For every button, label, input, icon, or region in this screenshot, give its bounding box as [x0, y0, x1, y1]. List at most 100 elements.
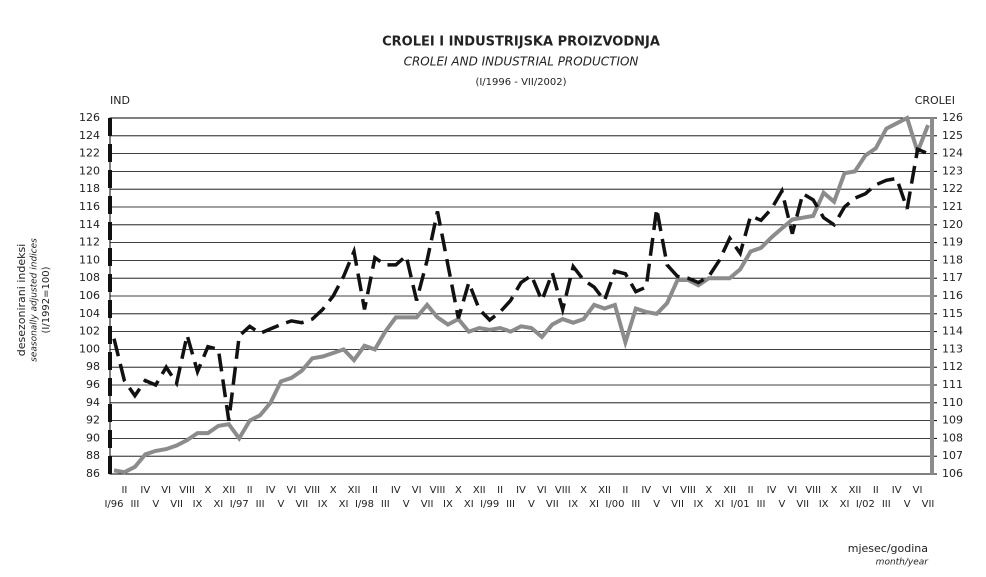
y2-tick-label: 118 — [942, 253, 963, 266]
x-tick-label: V — [904, 499, 911, 510]
x-tick-label: XI — [339, 499, 349, 510]
x-tick-label: VIII — [805, 485, 821, 496]
y-tick-label: 116 — [79, 200, 100, 213]
x-tick-label: IV — [391, 485, 401, 496]
y-tick-label: 96 — [86, 378, 100, 391]
y2-tick-label: 111 — [942, 378, 963, 391]
x-tick-label: XI — [464, 499, 474, 510]
x-tick-label: XI — [213, 499, 223, 510]
x-tick-label: III — [381, 499, 390, 510]
y-tick-label: 114 — [79, 218, 100, 231]
y-tick-label: 122 — [79, 147, 100, 160]
x-tick-label: VI — [537, 485, 547, 496]
x-tick-label: IV — [140, 485, 150, 496]
x-tick-label: V — [528, 499, 535, 510]
chart-subtitle: CROLEI AND INDUSTRIAL PRODUCTION — [404, 55, 639, 69]
x-tick-label: XI — [589, 499, 599, 510]
x-tick-label: III — [130, 499, 139, 510]
x-tick-label: VII — [421, 499, 434, 510]
x-tick-label: XII — [849, 485, 862, 496]
x-tick-label: VIII — [179, 485, 195, 496]
x-tick-label: VI — [913, 485, 923, 496]
x-tick-label: XII — [723, 485, 736, 496]
x-tick-label: V — [778, 499, 785, 510]
y2-tick-label: 110 — [942, 396, 963, 409]
x-tick-label: IX — [819, 499, 829, 510]
x-tick-label: VIII — [555, 485, 571, 496]
x-tick-label: X — [330, 485, 337, 496]
x-tick-label: VII — [295, 499, 308, 510]
chart-title: CROLEI I INDUSTRIJSKA PROIZVODNJA — [382, 35, 660, 50]
x-tick-label: III — [757, 499, 766, 510]
y-label: seasonally adjusted indices — [30, 238, 40, 362]
x-tick-label: X — [705, 485, 712, 496]
x-tick-label: IV — [641, 485, 651, 496]
y2-tick-label: 122 — [942, 182, 963, 195]
x-tick-label: VIII — [680, 485, 696, 496]
x-tick-label: II — [622, 485, 628, 496]
x-tick-label: II — [247, 485, 253, 496]
x-tick-label: II — [497, 485, 503, 496]
x-tick-label: III — [256, 499, 265, 510]
x-tick-label: X — [831, 485, 838, 496]
x-tick-label: XI — [714, 499, 724, 510]
x-tick-label: IX — [193, 499, 203, 510]
x-tick-label: IX — [443, 499, 453, 510]
y2-tick-label: 115 — [942, 307, 963, 320]
y2-tick-label: 117 — [942, 271, 963, 284]
y-tick-label: 110 — [79, 253, 100, 266]
x-tick-label: VII — [796, 499, 809, 510]
series-line — [113, 115, 930, 475]
y2-tick-label: 109 — [942, 414, 963, 427]
x-tick-label: III — [631, 499, 640, 510]
x-tick-label: I/96 — [104, 499, 123, 510]
x-tick-label: VII — [671, 499, 684, 510]
x-tick-label: XI — [840, 499, 850, 510]
x-tick-label: XII — [598, 485, 611, 496]
y2-tick-label: 121 — [942, 200, 963, 213]
x-tick-label: IV — [516, 485, 526, 496]
y-tick-label: 108 — [79, 271, 100, 284]
x-tick-label: I/01 — [731, 499, 750, 510]
x-tick-label: XII — [222, 485, 235, 496]
y-tick-label: 92 — [86, 414, 100, 427]
y-tick-label: 118 — [79, 182, 100, 195]
x-tick-label: IV — [892, 485, 902, 496]
x-tick-label: III — [506, 499, 515, 510]
y2-axis-title: CROLEI — [915, 94, 955, 107]
y2-tick-label: 120 — [942, 218, 963, 231]
x-tick-label: XII — [348, 485, 361, 496]
x-tick-label: V — [152, 499, 159, 510]
x-tick-label: VII — [170, 499, 183, 510]
y-axis-title: IND — [110, 94, 130, 107]
x-tick-label: I/02 — [856, 499, 875, 510]
x-tick-label: VI — [787, 485, 797, 496]
x-tick-label: IX — [318, 499, 328, 510]
x-tick-label: VIII — [304, 485, 320, 496]
y2-tick-label: 112 — [942, 360, 963, 373]
y-tick-label: 120 — [79, 164, 100, 177]
x-tick-label: I/97 — [230, 499, 249, 510]
x-tick-label: IX — [568, 499, 578, 510]
x-tick-label: II — [873, 485, 879, 496]
y2-tick-label: 126 — [942, 111, 963, 124]
y2-tick-label: 123 — [942, 164, 963, 177]
y-tick-label: 112 — [79, 236, 100, 249]
x-tick-label: X — [580, 485, 587, 496]
y2-tick-label: 116 — [942, 289, 963, 302]
y-label: desezonirani indeksi — [15, 244, 28, 357]
y-tick-label: 100 — [79, 342, 100, 355]
y-tick-label: 104 — [79, 307, 100, 320]
y-tick-label: 102 — [79, 325, 100, 338]
y2-tick-label: 124 — [942, 147, 963, 160]
x-tick-label: VI — [412, 485, 422, 496]
x-tick-label: V — [278, 499, 285, 510]
x-tick-label: I/98 — [355, 499, 374, 510]
y-tick-label: 94 — [86, 396, 100, 409]
period: (I/1996 - VII/2002) — [475, 77, 566, 88]
x-tick-label: VII — [922, 499, 935, 510]
x-tick-label: II — [121, 485, 127, 496]
y2-tick-label: 106 — [942, 467, 963, 480]
y-tick-label: 88 — [86, 449, 100, 462]
